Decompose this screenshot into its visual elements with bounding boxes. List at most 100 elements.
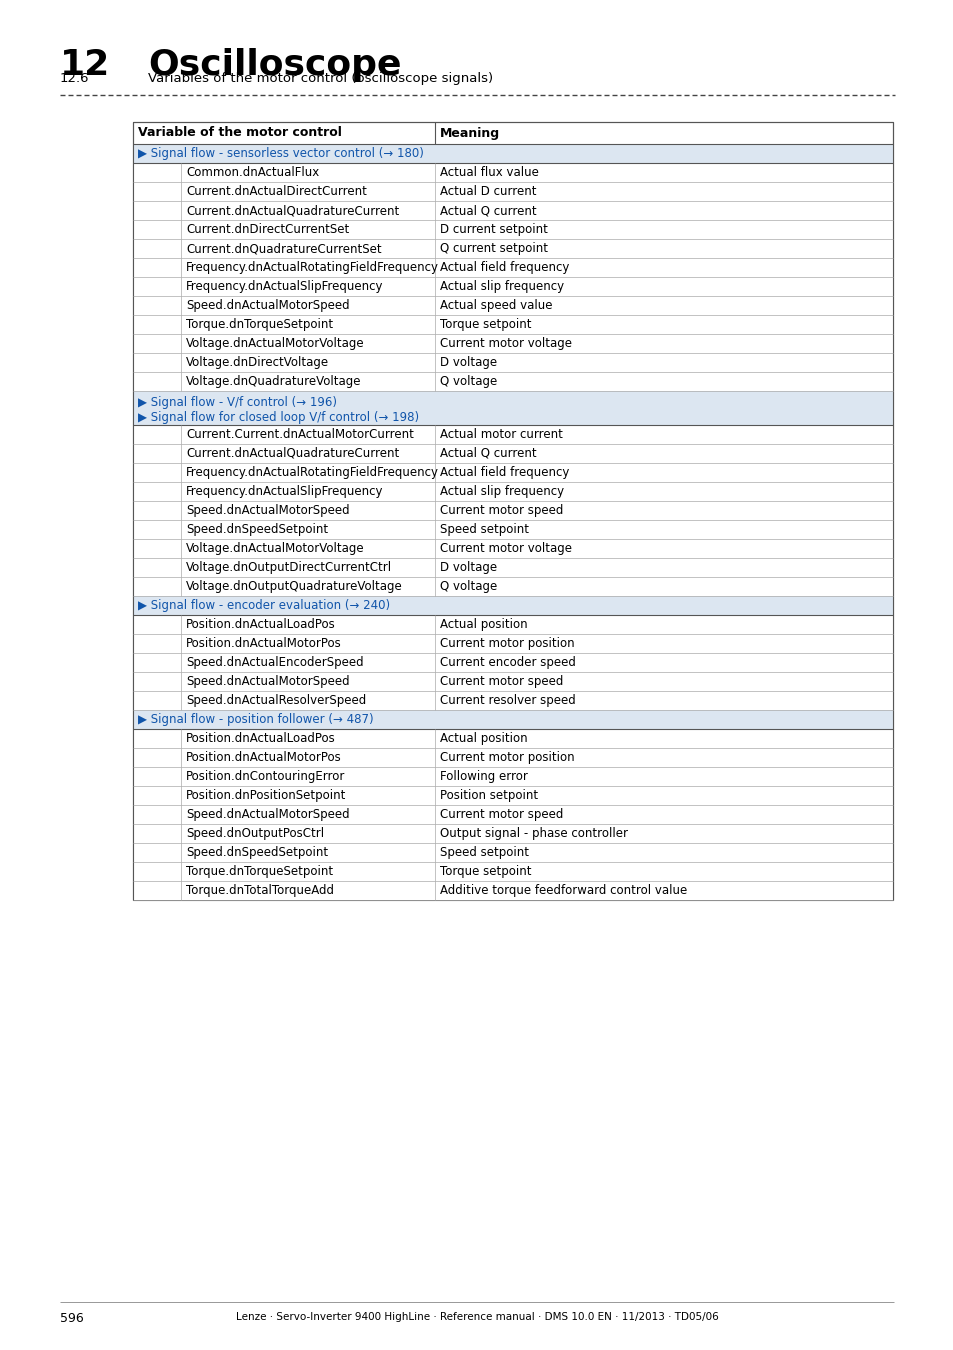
Text: Voltage.dnOutputDirectCurrentCtrl: Voltage.dnOutputDirectCurrentCtrl <box>186 562 392 574</box>
Text: Voltage.dnOutputQuadratureVoltage: Voltage.dnOutputQuadratureVoltage <box>186 580 402 593</box>
Text: 12.6: 12.6 <box>60 72 90 85</box>
Text: D voltage: D voltage <box>439 562 497 574</box>
Bar <box>132 182 892 201</box>
Text: Position.dnContouringError: Position.dnContouringError <box>186 769 345 783</box>
Text: Position.dnPositionSetpoint: Position.dnPositionSetpoint <box>186 788 346 802</box>
Bar <box>132 616 892 634</box>
Text: Speed.dnActualResolverSpeed: Speed.dnActualResolverSpeed <box>186 694 366 707</box>
Text: Current motor speed: Current motor speed <box>439 504 563 517</box>
Bar <box>132 425 892 444</box>
Text: Speed.dnActualMotorSpeed: Speed.dnActualMotorSpeed <box>186 809 349 821</box>
Text: Current.dnActualDirectCurrent: Current.dnActualDirectCurrent <box>186 185 367 198</box>
Bar <box>132 352 892 373</box>
Text: Current motor speed: Current motor speed <box>439 675 563 688</box>
Text: ▶ Signal flow - encoder evaluation (→ 240): ▶ Signal flow - encoder evaluation (→ 24… <box>138 599 390 612</box>
Text: ▶ Signal flow - sensorless vector control (→ 180): ▶ Signal flow - sensorless vector contro… <box>138 147 423 161</box>
Text: Current motor voltage: Current motor voltage <box>439 338 572 350</box>
Bar <box>132 122 892 144</box>
Text: Speed.dnSpeedSetpoint: Speed.dnSpeedSetpoint <box>186 522 328 536</box>
Text: ▶ Signal flow for closed loop V/f control (→ 198): ▶ Signal flow for closed loop V/f contro… <box>138 410 418 424</box>
Bar <box>132 220 892 239</box>
Text: Oscilloscope: Oscilloscope <box>148 49 401 82</box>
Text: Variable of the motor control: Variable of the motor control <box>138 127 341 139</box>
Text: Voltage.dnActualMotorVoltage: Voltage.dnActualMotorVoltage <box>186 541 364 555</box>
Text: Position setpoint: Position setpoint <box>439 788 537 802</box>
Text: Current.dnActualQuadratureCurrent: Current.dnActualQuadratureCurrent <box>186 447 399 460</box>
Text: Speed.dnActualMotorSpeed: Speed.dnActualMotorSpeed <box>186 504 349 517</box>
Text: Voltage.dnDirectVoltage: Voltage.dnDirectVoltage <box>186 356 329 369</box>
Bar <box>132 463 892 482</box>
Text: ▶ Signal flow - V/f control (→ 196): ▶ Signal flow - V/f control (→ 196) <box>138 396 336 409</box>
Text: Voltage.dnActualMotorVoltage: Voltage.dnActualMotorVoltage <box>186 338 364 350</box>
Bar <box>132 729 892 748</box>
Bar <box>132 392 892 425</box>
Text: Torque setpoint: Torque setpoint <box>439 319 531 331</box>
Text: Speed.dnSpeedSetpoint: Speed.dnSpeedSetpoint <box>186 846 328 859</box>
Text: Speed.dnActualMotorSpeed: Speed.dnActualMotorSpeed <box>186 675 349 688</box>
Bar <box>132 824 892 842</box>
Text: Q voltage: Q voltage <box>439 375 497 387</box>
Bar <box>132 201 892 220</box>
Text: Torque.dnTorqueSetpoint: Torque.dnTorqueSetpoint <box>186 865 333 878</box>
Bar <box>132 482 892 501</box>
Bar <box>132 558 892 576</box>
Bar <box>132 882 892 900</box>
Text: Frequency.dnActualSlipFrequency: Frequency.dnActualSlipFrequency <box>186 485 383 498</box>
Text: Current.Current.dnActualMotorCurrent: Current.Current.dnActualMotorCurrent <box>186 428 414 441</box>
Text: Actual slip frequency: Actual slip frequency <box>439 279 563 293</box>
Text: Position.dnActualMotorPos: Position.dnActualMotorPos <box>186 637 341 649</box>
Bar <box>132 691 892 710</box>
Text: Actual Q current: Actual Q current <box>439 447 536 460</box>
Text: Lenze · Servo-Inverter 9400 HighLine · Reference manual · DMS 10.0 EN · 11/2013 : Lenze · Servo-Inverter 9400 HighLine · R… <box>235 1312 718 1322</box>
Text: Current motor speed: Current motor speed <box>439 809 563 821</box>
Text: Current motor position: Current motor position <box>439 637 574 649</box>
Bar <box>132 863 892 882</box>
Text: Q voltage: Q voltage <box>439 580 497 593</box>
Text: D voltage: D voltage <box>439 356 497 369</box>
Text: Actual position: Actual position <box>439 618 527 630</box>
Text: Speed.dnOutputPosCtrl: Speed.dnOutputPosCtrl <box>186 828 324 840</box>
Bar <box>132 239 892 258</box>
Text: Current.dnActualQuadratureCurrent: Current.dnActualQuadratureCurrent <box>186 204 399 217</box>
Bar <box>132 710 892 729</box>
Bar <box>132 653 892 672</box>
Text: ▶ Signal flow - position follower (→ 487): ▶ Signal flow - position follower (→ 487… <box>138 713 374 726</box>
Text: Current resolver speed: Current resolver speed <box>439 694 576 707</box>
Bar <box>132 277 892 296</box>
Bar <box>132 315 892 333</box>
Text: Frequency.dnActualRotatingFieldFrequency: Frequency.dnActualRotatingFieldFrequency <box>186 466 438 479</box>
Bar <box>132 258 892 277</box>
Text: Actual motor current: Actual motor current <box>439 428 562 441</box>
Bar <box>132 296 892 315</box>
Bar <box>132 539 892 558</box>
Text: Actual D current: Actual D current <box>439 185 536 198</box>
Text: Speed.dnActualMotorSpeed: Speed.dnActualMotorSpeed <box>186 298 349 312</box>
Bar <box>132 634 892 653</box>
Text: Actual Q current: Actual Q current <box>439 204 536 217</box>
Text: Actual field frequency: Actual field frequency <box>439 261 569 274</box>
Text: Q current setpoint: Q current setpoint <box>439 242 547 255</box>
Text: Current encoder speed: Current encoder speed <box>439 656 576 670</box>
Text: 596: 596 <box>60 1312 84 1324</box>
Bar <box>132 672 892 691</box>
Text: Common.dnActualFlux: Common.dnActualFlux <box>186 166 319 180</box>
Text: Position.dnActualLoadPos: Position.dnActualLoadPos <box>186 618 335 630</box>
Bar <box>132 144 892 163</box>
Bar <box>132 163 892 182</box>
Bar <box>132 842 892 863</box>
Text: Speed setpoint: Speed setpoint <box>439 846 529 859</box>
Text: Voltage.dnQuadratureVoltage: Voltage.dnQuadratureVoltage <box>186 375 361 387</box>
Text: Additive torque feedforward control value: Additive torque feedforward control valu… <box>439 884 686 896</box>
Bar <box>132 501 892 520</box>
Text: D current setpoint: D current setpoint <box>439 223 547 236</box>
Text: Current motor position: Current motor position <box>439 751 574 764</box>
Bar <box>132 333 892 352</box>
Text: Variables of the motor control (oscilloscope signals): Variables of the motor control (oscillos… <box>148 72 493 85</box>
Text: Frequency.dnActualRotatingFieldFrequency: Frequency.dnActualRotatingFieldFrequency <box>186 261 438 274</box>
Text: Actual position: Actual position <box>439 732 527 745</box>
Text: Current motor voltage: Current motor voltage <box>439 541 572 555</box>
Text: Position.dnActualLoadPos: Position.dnActualLoadPos <box>186 732 335 745</box>
Text: Torque.dnTotalTorqueAdd: Torque.dnTotalTorqueAdd <box>186 884 334 896</box>
Text: Torque setpoint: Torque setpoint <box>439 865 531 878</box>
Text: Actual field frequency: Actual field frequency <box>439 466 569 479</box>
